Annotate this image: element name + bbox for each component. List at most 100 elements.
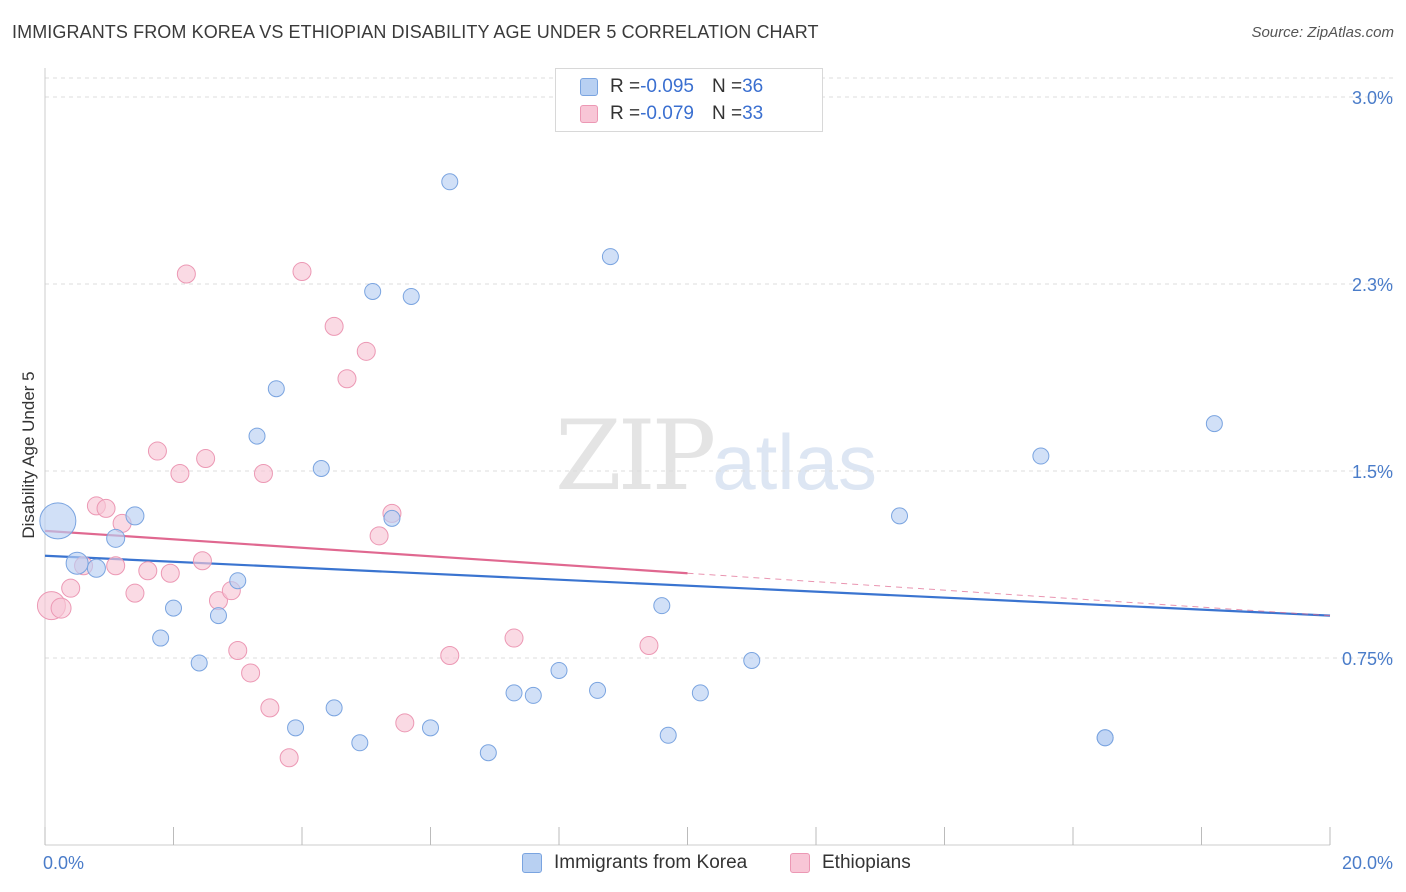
ethiopians-point	[170, 463, 190, 483]
korea-point	[659, 726, 677, 744]
korea-point	[653, 597, 671, 615]
ethiopians-point	[96, 498, 116, 518]
tick-labels: 0.75% 1.5% 2.3% 3.0% 0.0% 20.0%	[43, 88, 1393, 873]
korea-point	[601, 248, 619, 266]
korea-point	[589, 681, 607, 699]
watermark: ZIPatlas	[555, 400, 877, 512]
korea-n-label: N =	[711, 76, 743, 97]
ethiopians-point	[196, 449, 216, 469]
ethiopians-r-value: -0.079	[640, 103, 694, 124]
y-tick-label: 1.5%	[1352, 462, 1393, 482]
korea-point	[267, 380, 285, 398]
stats-legend: R = -0.095 N = 36 R = -0.079 N = 33	[555, 68, 823, 132]
korea-r-value: -0.095	[640, 76, 694, 97]
ethiopians-n-value: 33	[742, 103, 764, 124]
ethiopians-point	[61, 578, 81, 598]
ethiopians-point	[292, 262, 312, 282]
korea-point	[190, 654, 208, 672]
korea-point	[550, 661, 568, 679]
korea-trend-line	[44, 554, 1331, 617]
korea-point	[422, 719, 439, 737]
legend-korea-label: Immigrants from Korea	[554, 852, 748, 873]
watermark-zip: ZIP	[555, 400, 716, 512]
watermark-atlas: atlas	[712, 418, 877, 506]
korea-point	[248, 427, 266, 445]
ethiopians-point	[192, 551, 212, 571]
korea-point	[743, 651, 761, 669]
korea-point	[165, 599, 182, 617]
chart-title: IMMIGRANTS FROM KOREA VS ETHIOPIAN DISAB…	[12, 22, 819, 42]
korea-point	[125, 506, 145, 526]
korea-point	[402, 287, 420, 305]
korea-point	[229, 572, 247, 590]
ethiopians-point	[125, 583, 145, 603]
stats-row-korea: R = -0.095 N = 36	[580, 75, 763, 99]
korea-point	[351, 734, 369, 752]
korea-point	[441, 173, 459, 191]
legend-ethiopians-swatch	[790, 853, 810, 873]
korea-r-label: R =	[610, 76, 641, 97]
korea-point	[505, 684, 523, 702]
korea-point	[891, 507, 909, 525]
ethiopians-point	[176, 264, 196, 284]
ethiopians-point	[253, 463, 273, 483]
data-points	[36, 173, 1223, 768]
ethiopians-point	[147, 441, 167, 461]
axes	[44, 68, 1331, 846]
ethiopians-point	[504, 628, 524, 648]
ethiopians-trend-extension	[687, 572, 1331, 617]
korea-point	[209, 607, 227, 625]
ethiopians-n-label: N =	[711, 103, 743, 124]
source-credit: Source: ZipAtlas.com	[1251, 24, 1394, 41]
korea-point	[1032, 447, 1050, 465]
ethiopians-point	[337, 369, 357, 389]
ethiopians-point	[324, 316, 344, 336]
ethiopians-point	[356, 341, 376, 361]
korea-point	[152, 629, 170, 647]
y-tick-label: 3.0%	[1352, 88, 1393, 108]
korea-n-value: 36	[742, 76, 764, 97]
korea-point	[106, 528, 126, 548]
korea-point	[65, 551, 89, 575]
stats-row-ethiopians: R = -0.079 N = 33	[580, 102, 763, 126]
y-tick-label: 0.75%	[1342, 649, 1393, 669]
korea-point	[383, 509, 401, 527]
ethiopians-point	[228, 641, 248, 661]
korea-point	[86, 558, 106, 578]
korea-point	[1205, 415, 1223, 433]
korea-point	[287, 719, 305, 737]
ethiopians-point	[440, 646, 460, 666]
ethiopians-r-label: R =	[610, 103, 641, 124]
ethiopians-trend-line	[44, 529, 688, 575]
legend-item-ethiopians[interactable]: Ethiopians	[790, 852, 911, 874]
korea-point	[524, 686, 542, 704]
y-tick-label: 2.3%	[1352, 275, 1393, 295]
ethiopians-point	[50, 597, 72, 619]
trend-lines	[44, 529, 1331, 617]
ethiopians-point	[369, 526, 389, 546]
korea-point	[479, 744, 497, 762]
korea-swatch	[580, 78, 598, 96]
y-axis-label: Disability Age Under 5	[19, 371, 38, 538]
ethiopians-point	[160, 563, 180, 583]
korea-point	[39, 502, 77, 540]
ethiopians-point	[279, 748, 299, 768]
ethiopians-swatch	[580, 105, 598, 123]
korea-point	[364, 282, 382, 300]
ethiopians-point	[260, 698, 280, 718]
ethiopians-point	[639, 636, 659, 656]
ethiopians-point	[106, 556, 126, 576]
legend-item-korea[interactable]: Immigrants from Korea	[522, 852, 747, 874]
korea-point	[312, 460, 330, 478]
korea-point	[691, 684, 709, 702]
ethiopians-point	[138, 561, 158, 581]
legend-ethiopians-label: Ethiopians	[822, 852, 911, 873]
korea-point	[1096, 729, 1114, 747]
x-tick-label: 20.0%	[1342, 853, 1393, 873]
ethiopians-point	[241, 663, 261, 683]
korea-point	[325, 699, 343, 717]
legend-korea-swatch	[522, 853, 542, 873]
grid-lines	[45, 77, 1395, 659]
series-legend: Immigrants from Korea Ethiopians	[0, 852, 1406, 878]
